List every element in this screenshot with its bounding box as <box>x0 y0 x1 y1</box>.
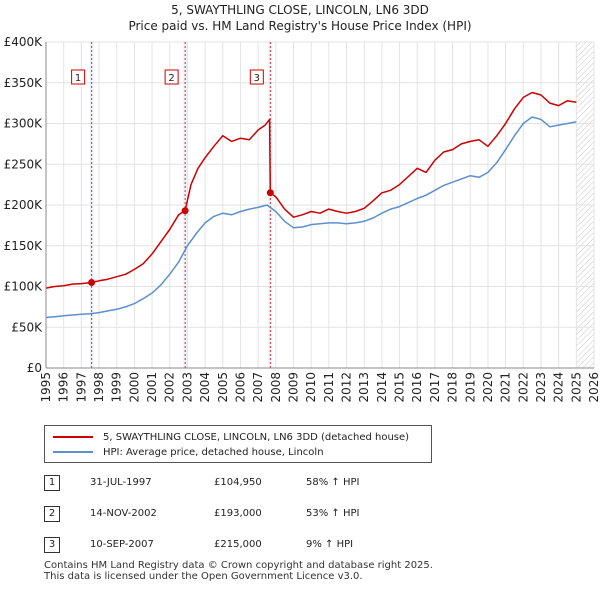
x-tick-label: 2012 <box>340 372 354 403</box>
x-tick-label: 2005 <box>216 372 230 403</box>
sale-row: 2 14-NOV-2002 £193,000 53% ↑ HPI <box>44 506 444 522</box>
x-tick-label: 2003 <box>180 372 194 403</box>
y-tick-label: £100K <box>4 280 44 294</box>
sale-number: 3 <box>44 537 60 553</box>
sale-label: 1 <box>75 73 81 84</box>
x-tick-label: 2017 <box>428 372 442 403</box>
legend-item-hpi: HPI: Average price, detached house, Linc… <box>53 445 324 459</box>
x-tick-label: 2014 <box>375 372 389 403</box>
y-tick-label: £350K <box>4 76 44 90</box>
legend-label-hpi: HPI: Average price, detached house, Linc… <box>103 446 324 458</box>
x-tick-label: 2000 <box>127 372 141 403</box>
x-tick-label: 2007 <box>251 372 265 403</box>
footer-licence: This data is licensed under the Open Gov… <box>44 571 363 582</box>
sale-date: 31-JUL-1997 <box>90 477 152 488</box>
x-tick-label: 2016 <box>410 372 424 403</box>
sale-date: 14-NOV-2002 <box>90 508 157 519</box>
y-tick-label: £0 <box>27 361 42 375</box>
sale-label-box <box>71 69 86 85</box>
x-tick-label: 2022 <box>516 372 530 403</box>
sale-marker <box>88 278 96 286</box>
legend-label-property: 5, SWAYTHLING CLOSE, LINCOLN, LN6 3DD (d… <box>103 431 410 443</box>
sale-price: £215,000 <box>214 539 262 550</box>
y-tick-label: £400K <box>4 35 44 49</box>
x-tick-label: 2026 <box>587 372 600 403</box>
chart-legend: 5, SWAYTHLING CLOSE, LINCOLN, LN6 3DD (d… <box>44 425 432 463</box>
legend-swatch-property <box>53 436 93 438</box>
legend-swatch-hpi <box>53 451 93 453</box>
x-tick-label: 2010 <box>304 372 318 403</box>
sale-number: 1 <box>44 475 60 491</box>
y-tick-label: £300K <box>4 117 44 131</box>
x-tick-label: 2004 <box>198 372 212 403</box>
x-tick-label: 2006 <box>233 372 247 403</box>
series-line-property <box>45 91 577 289</box>
sale-row: 3 10-SEP-2007 £215,000 9% ↑ HPI <box>44 537 444 553</box>
sale-date: 10-SEP-2007 <box>90 539 154 550</box>
x-tick-label: 1996 <box>57 372 71 403</box>
y-tick-label: £50K <box>11 320 43 334</box>
x-tick-label: 2002 <box>163 372 177 403</box>
sale-label: 3 <box>254 73 260 84</box>
y-tick-label: £150K <box>4 239 44 253</box>
sale-label-box <box>164 69 179 85</box>
x-tick-label: 2009 <box>286 372 300 403</box>
sale-hpi-diff: 58% ↑ HPI <box>306 477 360 488</box>
x-tick-label: 2021 <box>499 372 513 403</box>
y-tick-label: £200K <box>4 198 44 212</box>
x-tick-label: 2008 <box>269 372 283 403</box>
sale-hpi-diff: 9% ↑ HPI <box>306 539 354 550</box>
x-tick-label: 2015 <box>393 372 407 403</box>
sale-label-box <box>249 69 264 85</box>
x-tick-label: 1999 <box>110 372 124 403</box>
sale-price: £104,950 <box>214 477 262 488</box>
x-tick-label: 1997 <box>74 372 88 403</box>
chart-title: 5, SWAYTHLING CLOSE, LINCOLN, LN6 3DD <box>171 3 429 17</box>
x-tick-label: 2018 <box>446 372 460 403</box>
y-tick-label: £250K <box>4 157 44 171</box>
footer-copyright: Contains HM Land Registry data © Crown c… <box>44 560 433 571</box>
x-tick-label: 2011 <box>322 372 336 403</box>
x-tick-label: 2013 <box>357 372 371 403</box>
chart-subtitle: Price paid vs. HM Land Registry's House … <box>128 19 472 33</box>
sale-marker <box>181 207 189 215</box>
sale-label: 2 <box>168 73 174 84</box>
sale-marker <box>266 189 274 197</box>
x-tick-label: 2025 <box>569 372 583 403</box>
x-tick-label: 2001 <box>145 372 159 403</box>
x-tick-label: 1998 <box>92 372 106 403</box>
sale-hpi-diff: 53% ↑ HPI <box>306 508 360 519</box>
sale-number: 2 <box>44 506 60 522</box>
x-tick-label: 2019 <box>463 372 477 403</box>
sale-price: £193,000 <box>214 508 262 519</box>
x-tick-label: 2024 <box>552 372 566 403</box>
series-line-hpi <box>45 116 577 319</box>
sale-row: 1 31-JUL-1997 £104,950 58% ↑ HPI <box>44 475 444 491</box>
x-tick-label: 2020 <box>481 372 495 403</box>
price-chart: 1 2 3 £0 £50K £100K £150K £200K £250K £300K £350K £… <box>4 35 600 403</box>
legend-item-property: 5, SWAYTHLING CLOSE, LINCOLN, LN6 3DD (d… <box>53 430 409 444</box>
x-tick-label: 2023 <box>534 372 548 403</box>
x-tick-label: 1995 <box>39 372 53 403</box>
